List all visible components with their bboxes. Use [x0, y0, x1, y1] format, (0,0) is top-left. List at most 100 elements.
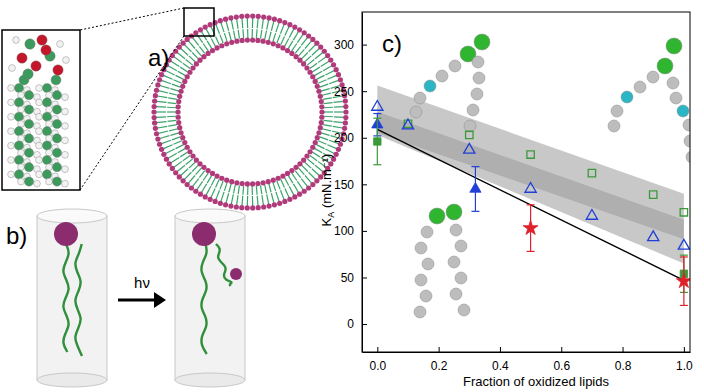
point	[678, 239, 689, 249]
lipid-tail	[197, 181, 203, 189]
lipid-head	[301, 61, 306, 66]
lipid-head	[157, 142, 162, 147]
lipid-tail	[158, 91, 168, 93]
lipid-head	[180, 135, 185, 140]
lipid-tail	[316, 75, 324, 79]
lipid-head	[176, 104, 181, 109]
lipid-head	[304, 65, 309, 70]
tick: 50	[341, 271, 367, 285]
lipid-head	[185, 37, 190, 42]
lipid-tail	[168, 66, 177, 71]
lipid-head	[250, 181, 255, 186]
atom	[8, 142, 15, 149]
lipid-tail	[310, 155, 317, 160]
atom	[36, 128, 43, 135]
cylinder-end	[37, 209, 107, 223]
lipid-tail	[203, 43, 208, 50]
lipid-head	[280, 173, 285, 178]
lipid-tail	[188, 41, 195, 49]
atom	[436, 70, 448, 82]
lipid-head	[157, 77, 162, 82]
lipid-tail	[171, 61, 179, 66]
lipid-tail	[334, 111, 344, 112]
lipid-head	[155, 82, 160, 87]
lipid-head	[289, 51, 294, 56]
lipid-tail	[188, 175, 195, 183]
band	[377, 112, 684, 264]
lipid-head	[343, 120, 348, 125]
atom	[18, 121, 25, 128]
lipid-head	[219, 176, 224, 181]
error-bar-cap	[680, 256, 688, 257]
lipid-tail	[271, 193, 274, 203]
lipid-head	[187, 70, 192, 75]
lipid-tail	[292, 173, 297, 180]
lipid-tail	[298, 168, 304, 175]
atom	[670, 92, 682, 104]
x-axis-title: Fraction of oxidized lipids	[463, 374, 609, 389]
lipid-tail	[180, 67, 188, 72]
lipid-tail	[318, 141, 326, 145]
atom	[31, 61, 41, 71]
lipid-head	[316, 89, 321, 94]
atom	[471, 88, 483, 100]
atom	[455, 240, 467, 252]
lipid-tail	[281, 37, 285, 45]
lipid-head	[224, 41, 229, 46]
atom	[415, 274, 427, 286]
tick-mark	[377, 347, 378, 352]
atom	[467, 104, 479, 116]
lipid-tail	[334, 116, 344, 118]
lipid-tail	[273, 182, 276, 191]
fit-line	[377, 129, 684, 280]
lipid-head	[155, 136, 160, 141]
lipid-head	[343, 115, 348, 120]
lipid-head	[297, 27, 302, 32]
lipid-tail	[276, 192, 279, 202]
lipid-head	[343, 104, 348, 109]
lipid-tail	[172, 84, 180, 87]
lipid-tail	[156, 111, 166, 112]
lipid-head	[287, 22, 292, 27]
lipid-tail	[256, 29, 258, 38]
lipid-tail	[216, 24, 220, 33]
atom	[657, 58, 673, 74]
point	[470, 182, 481, 192]
error-bar-cap	[680, 255, 688, 256]
lipid-head	[177, 174, 182, 179]
lipid-tail	[297, 34, 303, 42]
atom	[473, 72, 485, 84]
atom	[611, 105, 623, 117]
lipid-head	[302, 30, 307, 35]
lipid-head	[276, 176, 281, 181]
lipid-tail	[321, 61, 329, 66]
lipid-head	[343, 109, 348, 114]
cylinder-end	[37, 373, 107, 387]
lipid-head	[319, 99, 324, 104]
lipid-tail	[309, 45, 316, 52]
error-bar-cap	[373, 118, 381, 119]
lipid-tail	[252, 29, 253, 38]
tick-mark	[362, 277, 367, 278]
atom	[46, 178, 53, 185]
lipid-tail	[183, 63, 190, 68]
lipid-tail	[221, 23, 224, 33]
lipid-tail	[242, 186, 244, 195]
tick: 100	[334, 224, 367, 238]
lipid-head	[271, 41, 276, 46]
lipid-tail	[168, 120, 177, 121]
lipid-head	[307, 70, 312, 75]
tick: 0.8	[615, 347, 632, 373]
lipid-tail	[323, 125, 332, 127]
atom	[472, 56, 484, 68]
lipid-head	[306, 33, 311, 38]
lipid-head	[224, 178, 229, 183]
error-bar-cap	[373, 164, 381, 165]
lipid-head	[193, 30, 198, 35]
lipid-tail	[318, 80, 326, 84]
lipid-tail	[322, 93, 331, 95]
lipid-head	[250, 13, 255, 18]
lipid-head	[54, 222, 78, 246]
lipid-tail	[309, 172, 316, 179]
lipid-tail	[167, 107, 176, 109]
